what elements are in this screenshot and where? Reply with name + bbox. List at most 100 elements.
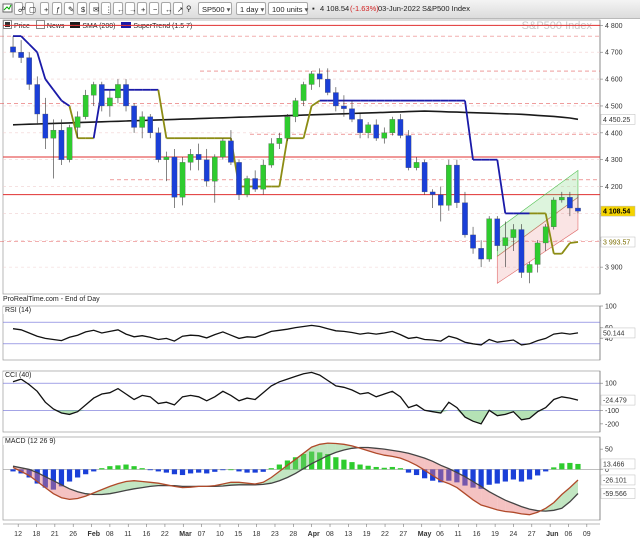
macd-histogram-bar xyxy=(551,467,557,470)
dollar-icon[interactable]: $ xyxy=(77,2,87,15)
x-tick-label: 10 xyxy=(216,531,224,538)
candle xyxy=(163,156,170,160)
macd-histogram-bar xyxy=(454,469,460,483)
candle xyxy=(74,116,81,128)
candle xyxy=(446,164,452,206)
macd-histogram-bar xyxy=(567,462,573,470)
period-icon[interactable]: ▢ xyxy=(25,2,36,15)
add-icon[interactable]: + xyxy=(40,2,49,15)
candle xyxy=(454,164,460,203)
x-tick-label: 16 xyxy=(473,531,481,538)
candle xyxy=(228,140,234,163)
candle xyxy=(90,84,97,96)
macd-cloud xyxy=(440,465,449,484)
cci-title: CCI (40) xyxy=(3,372,34,379)
macd-histogram-bar xyxy=(228,469,234,471)
macd-histogram-bar xyxy=(99,468,105,470)
candle xyxy=(333,92,339,107)
x-tick-label: Feb xyxy=(88,531,100,538)
candle xyxy=(300,84,307,101)
macd-histogram-bar xyxy=(187,469,194,474)
macd-line xyxy=(12,442,579,516)
candle xyxy=(462,202,468,236)
candle xyxy=(131,105,137,128)
macd-cloud xyxy=(271,471,280,484)
macd-histogram-bar xyxy=(575,463,581,470)
x-tick-label: Jun xyxy=(546,531,558,538)
x-tick-label: 18 xyxy=(33,531,41,538)
indicator-icon[interactable]: ƒ xyxy=(52,2,62,15)
macd-cloud xyxy=(101,486,110,495)
candle xyxy=(155,132,162,160)
draw-icon[interactable]: ✎ xyxy=(64,2,74,15)
fit-icon[interactable]: ↔ xyxy=(161,2,173,15)
price-tick-label: 4 800 xyxy=(605,23,623,30)
x-tick-label: 24 xyxy=(509,531,517,538)
back-icon[interactable]: ← xyxy=(113,2,125,15)
price-toggle[interactable] xyxy=(3,20,12,29)
candle xyxy=(203,159,210,182)
units-select[interactable]: 100 units xyxy=(268,2,308,15)
macd-histogram-bar xyxy=(317,452,323,470)
cci-value-box xyxy=(600,394,636,406)
candle xyxy=(534,242,541,265)
forward-icon[interactable]: → xyxy=(125,2,137,15)
candle xyxy=(115,84,121,99)
x-tick-label: 11 xyxy=(124,531,131,538)
x-tick-label: 13 xyxy=(344,531,352,538)
instrument-icon[interactable] xyxy=(2,2,14,15)
x-tick-label: 08 xyxy=(106,531,114,538)
share-icon[interactable]: ↗ xyxy=(173,2,183,15)
link-icon[interactable]: ☍ xyxy=(14,2,26,15)
candle xyxy=(10,46,16,53)
macd-cloud xyxy=(448,468,457,488)
symbol-select[interactable]: SP500 xyxy=(198,2,232,15)
supertrend-segment xyxy=(496,159,507,214)
candle xyxy=(550,199,557,227)
macd-histogram-bar xyxy=(381,467,387,470)
macd-tick-label: 50 xyxy=(605,447,613,454)
macd-histogram-bar xyxy=(171,469,178,475)
x-tick-label: 26 xyxy=(69,531,77,538)
macd-tick-label: 0 xyxy=(605,467,609,474)
macd-cloud xyxy=(117,481,127,493)
zoom-in-icon[interactable]: + xyxy=(137,2,147,15)
legend-price: Price xyxy=(14,23,30,30)
macd-cloud xyxy=(464,476,474,500)
macd-cloud xyxy=(481,486,490,508)
macd-signal-line xyxy=(12,446,579,512)
notes-icon[interactable]: ✉ xyxy=(89,2,99,15)
cci-tick-label: -100 xyxy=(605,408,619,415)
macd-histogram-bar xyxy=(373,466,379,470)
macd-cloud xyxy=(432,461,441,481)
x-tick-label: 21 xyxy=(51,531,59,538)
more-icon[interactable]: ⋮ xyxy=(101,2,113,15)
macd-histogram-bar xyxy=(131,466,137,470)
macd-histogram-bar xyxy=(389,466,395,470)
macd-histogram-bar xyxy=(526,469,533,480)
macd-histogram-bar xyxy=(260,469,266,472)
macd-histogram-bar xyxy=(42,469,48,488)
macd-cloud xyxy=(287,459,296,478)
macd-cloud xyxy=(319,443,328,460)
supertrend-segment xyxy=(544,213,555,254)
x-tick-label: 12 xyxy=(14,531,22,538)
candle xyxy=(381,132,388,139)
search-icon[interactable]: ⚲ xyxy=(186,4,192,13)
supertrend-segment xyxy=(464,100,474,160)
supertrend-segment xyxy=(561,242,571,255)
x-tick-label: 16 xyxy=(143,531,151,538)
supertrend-segment xyxy=(569,241,579,244)
zoom-out-icon[interactable]: − xyxy=(149,2,159,15)
macd-histogram-bar xyxy=(107,466,113,470)
candle xyxy=(341,105,347,109)
x-tick-label: 23 xyxy=(271,531,279,538)
news-toggle[interactable] xyxy=(35,20,45,29)
candle xyxy=(575,207,581,212)
macd-histogram-bar xyxy=(10,469,16,472)
macd-last-value: -26.101 xyxy=(603,477,627,484)
x-tick-label: 19 xyxy=(363,531,371,538)
macd-last-value: -59.566 xyxy=(603,491,627,498)
timeframe-select[interactable]: 1 day xyxy=(236,2,266,15)
